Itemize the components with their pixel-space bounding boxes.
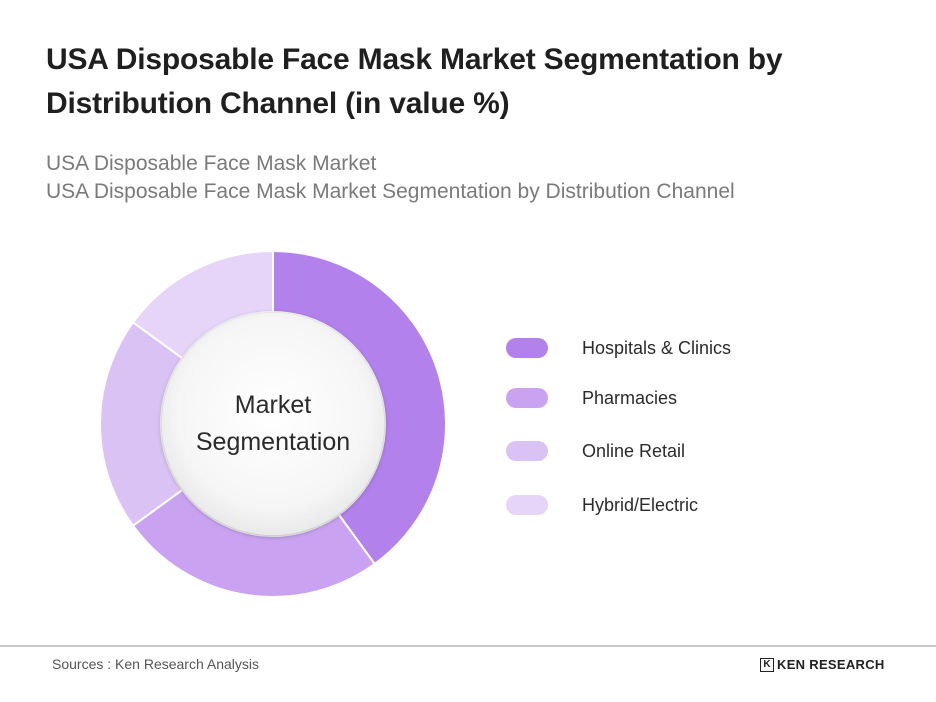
center-label-line-2: Segmentation	[195, 428, 351, 456]
donut-slice-hospitals-clinics	[272, 249, 447, 566]
subtitle-line-2: USA Disposable Face Mask Market Segmenta…	[46, 180, 735, 203]
ken-research-logo-icon: K	[760, 657, 774, 672]
legend-label-hybrid-electric: Hybrid/Electric	[582, 494, 699, 515]
footer-divider	[0, 645, 936, 647]
donut-slices	[99, 249, 447, 598]
legend-label-online-retail: Online Retail	[582, 440, 686, 461]
legend-swatch-hospitals-clinics	[506, 338, 548, 358]
donut-center-disc	[162, 313, 384, 535]
legend-label-pharmacies: Pharmacies	[582, 387, 678, 408]
legend-label-hospitals-clinics: Hospitals & Clinics	[582, 337, 732, 358]
legend-item-hospitals-clinics: Hospitals & Clinics	[506, 336, 731, 360]
chart-title: USA Disposable Face Mask Market Segmenta…	[46, 43, 783, 120]
donut-slice-hybrid-electric	[131, 249, 274, 360]
legend-swatch-hybrid-electric	[506, 495, 548, 515]
legend-item-online-retail: Online Retail	[506, 439, 685, 463]
legend-swatch-pharmacies	[506, 388, 548, 408]
brand-name: KEN RESEARCH	[777, 657, 885, 672]
center-label: Market Segmentation	[163, 314, 383, 534]
legend-item-pharmacies: Pharmacies	[506, 386, 677, 410]
legend-item-hybrid-electric: Hybrid/Electric	[506, 493, 698, 517]
subtitle-line-1: USA Disposable Face Mask Market	[46, 152, 377, 175]
center-label-line-1: Market	[234, 391, 312, 419]
donut-slice-pharmacies	[131, 488, 377, 598]
donut-chart	[99, 249, 447, 598]
subtitle: USA Disposable Face Mask Market USA Disp…	[46, 150, 906, 206]
source-note: Sources : Ken Research Analysis	[52, 656, 259, 672]
legend-swatch-online-retail	[506, 441, 548, 461]
brand: K KEN RESEARCH	[760, 657, 885, 672]
